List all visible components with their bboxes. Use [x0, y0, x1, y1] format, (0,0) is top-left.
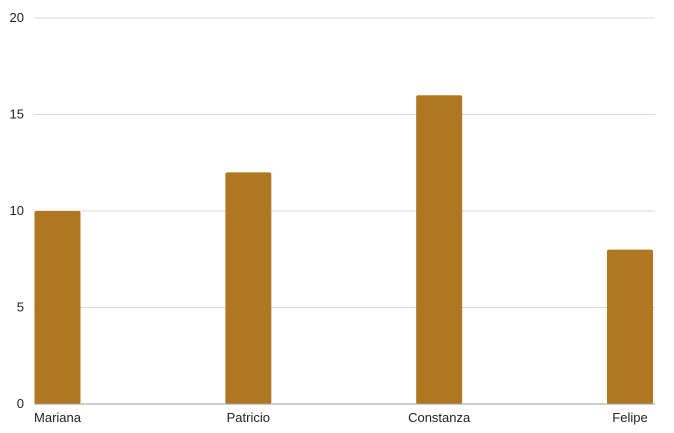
x-tick-label-felipe: Felipe	[612, 410, 647, 425]
x-axis-ticks: Mariana Patricio Constanza Felipe	[34, 410, 648, 425]
x-tick-label-patricio: Patricio	[227, 410, 270, 425]
grid-layer	[34, 17, 655, 308]
y-axis-ticks: 0 5 10 15 20	[10, 10, 24, 411]
bar-constanza	[416, 95, 463, 404]
bar-mariana	[34, 211, 81, 404]
bar-felipe	[607, 249, 653, 404]
y-tick-label: 0	[17, 396, 24, 411]
x-tick-label-constanza: Constanza	[408, 410, 471, 425]
y-tick-label: 10	[10, 203, 24, 218]
x-tick-label-mariana: Mariana	[34, 410, 82, 425]
bar-layer	[34, 95, 653, 404]
y-tick-label: 15	[10, 107, 24, 122]
bar-patricio	[225, 172, 272, 404]
y-tick-label: 5	[17, 300, 24, 315]
y-tick-label: 20	[10, 10, 24, 25]
